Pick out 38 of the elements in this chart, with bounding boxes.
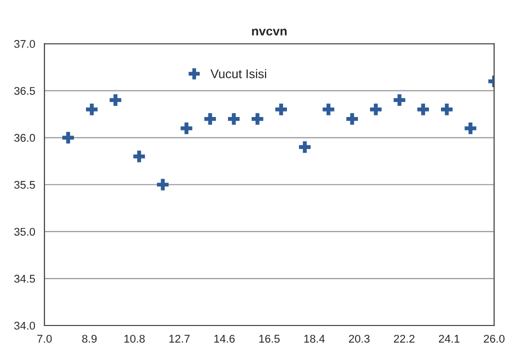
point [394, 94, 406, 106]
y-tick-label: 37.0 [14, 40, 35, 48]
point [346, 113, 358, 125]
point [417, 104, 429, 116]
point [252, 113, 264, 125]
point [370, 104, 382, 116]
y-tick-label: 35.5 [14, 180, 35, 189]
point [180, 122, 192, 134]
y-tick-label: 34.5 [14, 274, 35, 283]
chart-title: nvcvn [252, 28, 287, 36]
x-tick-label: 8.9 [82, 334, 97, 343]
x-tick-label: 22.2 [394, 334, 414, 343]
y-tick-label: 36.5 [14, 86, 35, 95]
point [133, 150, 145, 162]
x-tick-label: 20.3 [348, 334, 370, 343]
x-tick-label: 14.6 [214, 334, 235, 343]
point [228, 113, 240, 125]
point [86, 104, 98, 116]
legend-label: Vucut Isisi [210, 69, 266, 78]
x-tick-label: 24.1 [438, 334, 460, 343]
point [464, 122, 476, 134]
x-tick-label: 10.8 [124, 334, 145, 343]
y-tick-label: 36.0 [14, 134, 35, 142]
point [110, 94, 122, 106]
x-tick-label: 12.7 [169, 334, 190, 343]
x-tick-label: 16.5 [259, 334, 280, 343]
y-tick-label: 34.0 [14, 322, 35, 330]
x-tick-label: 26.0 [484, 334, 505, 343]
x-tick-label: 18.4 [304, 334, 325, 343]
point [156, 178, 169, 190]
point [322, 104, 334, 116]
point [62, 132, 74, 144]
point [298, 141, 311, 153]
point [440, 104, 453, 116]
y-tick-label: 35.0 [14, 228, 35, 236]
x-tick-label: 7.0 [37, 334, 52, 343]
point [275, 104, 287, 116]
point [204, 113, 216, 125]
